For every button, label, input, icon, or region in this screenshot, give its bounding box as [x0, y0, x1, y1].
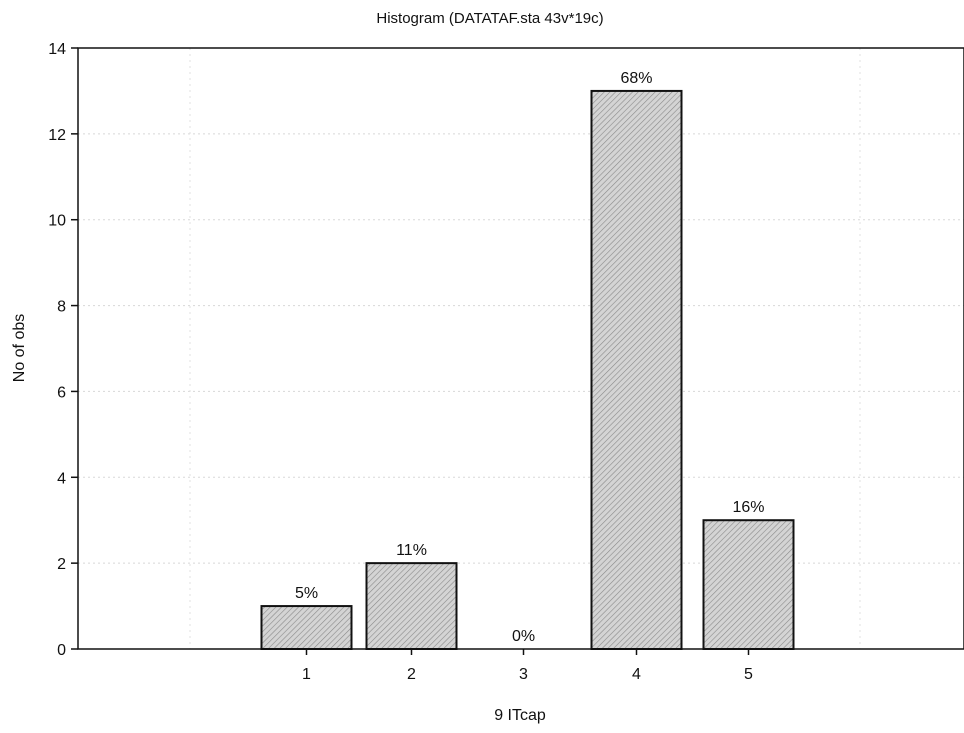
x-tick-label-4: 4	[632, 666, 641, 683]
plot-frame	[77, 47, 964, 650]
data-label-3: 0%	[512, 628, 535, 645]
y-tick-label: 8	[57, 299, 66, 316]
x-tick-label-5: 5	[744, 666, 753, 683]
grid-lines	[78, 48, 964, 649]
y-tick-label: 10	[48, 213, 66, 230]
x-tick-label-3: 3	[519, 666, 528, 683]
bar-1	[260, 605, 353, 650]
data-label-2: 11%	[396, 542, 427, 559]
y-axis-ticks: 0 2 4 6 8 10 12 14	[48, 41, 78, 659]
y-tick-label: 4	[57, 470, 66, 487]
y-tick-label: 2	[57, 556, 66, 573]
bar-5	[702, 519, 795, 651]
data-label-5: 16%	[732, 499, 764, 516]
chart-title: Histogram (DATATAF.sta 43v*19c)	[376, 10, 603, 27]
x-axis-label: 9 ITcap	[494, 707, 546, 724]
axes	[77, 47, 964, 650]
data-label-1: 5%	[295, 585, 318, 602]
x-tick-label-1: 1	[302, 666, 311, 683]
x-axis-ticks: 1 2 3 4 5	[302, 649, 753, 683]
data-label-4: 68%	[620, 70, 652, 87]
y-tick-label: 6	[57, 384, 66, 401]
bar-4	[590, 89, 683, 650]
y-tick-label: 14	[48, 41, 66, 58]
bars	[260, 89, 795, 651]
y-tick-label: 12	[48, 127, 66, 144]
bar-2	[365, 562, 458, 651]
y-axis-label: No of obs	[11, 314, 28, 382]
y-tick-label: 0	[57, 642, 66, 659]
bar-data-labels: 5% 11% 0% 68% 16%	[295, 70, 765, 645]
x-tick-label-2: 2	[407, 666, 416, 683]
